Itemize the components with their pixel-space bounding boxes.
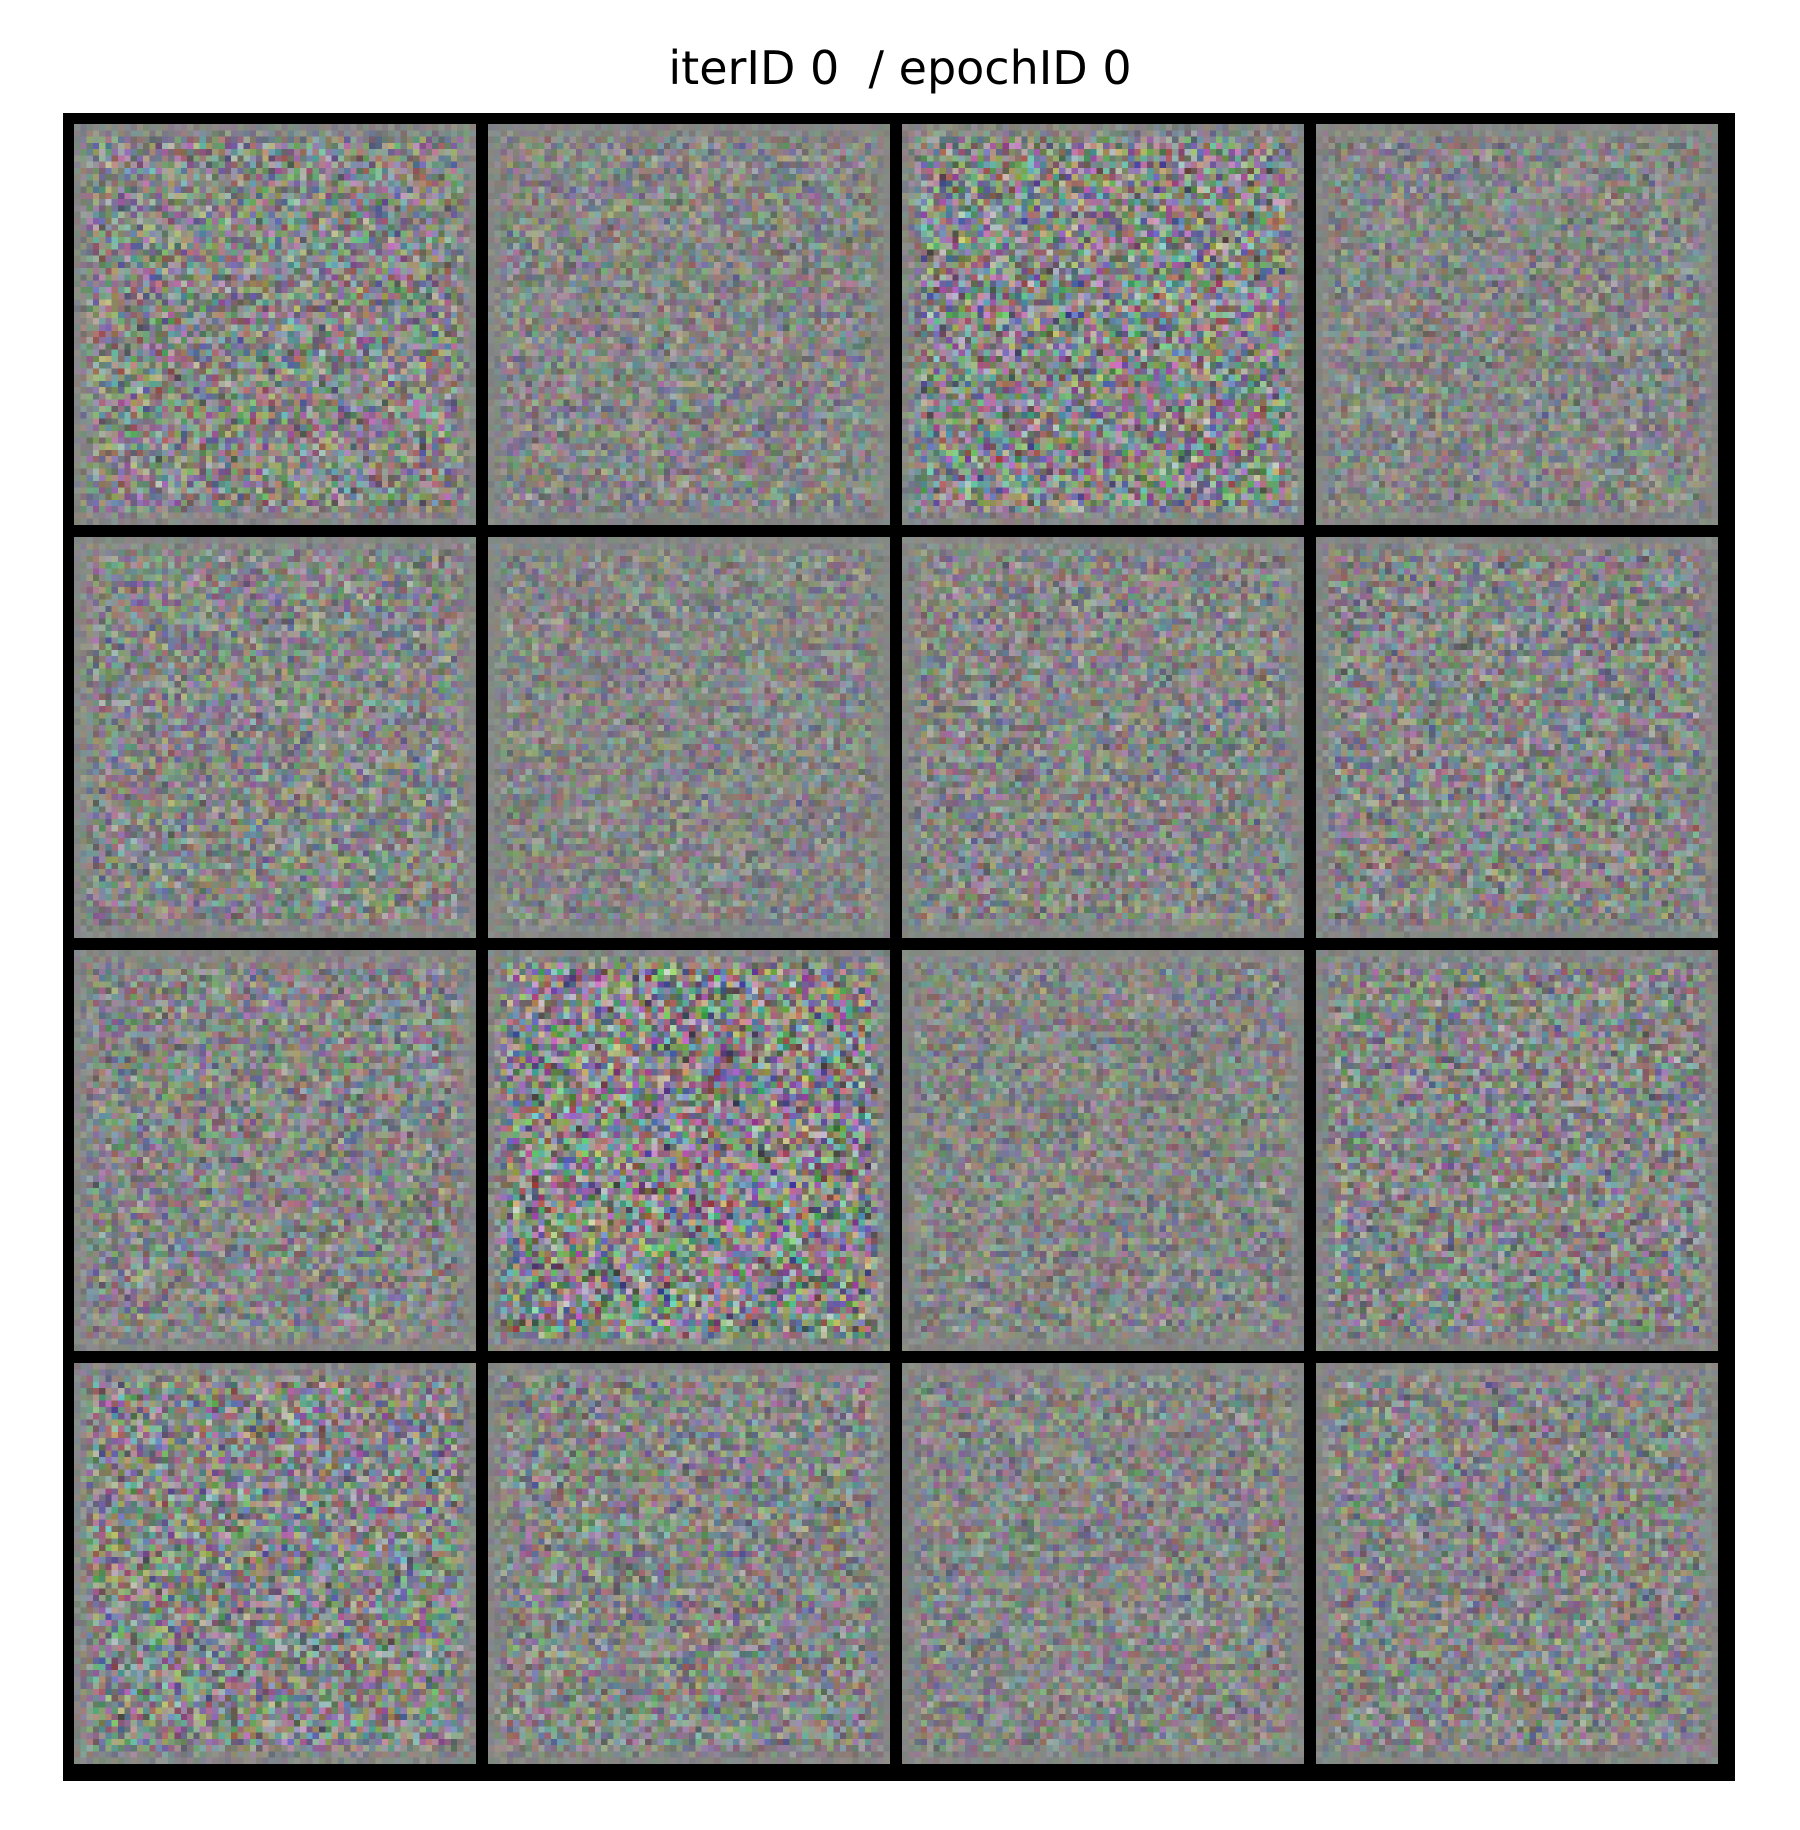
generated-sample-tile [74, 1363, 476, 1764]
generated-sample-tile [902, 1363, 1304, 1764]
generated-sample-tile [74, 950, 476, 1351]
generated-sample-tile [1316, 537, 1718, 938]
generated-sample-tile [1316, 1363, 1718, 1764]
image-grid [63, 113, 1735, 1781]
generated-sample-tile [74, 124, 476, 525]
generated-sample-tile [1316, 124, 1718, 525]
generated-sample-tile [488, 124, 890, 525]
generated-sample-tile [902, 950, 1304, 1351]
generated-sample-tile [488, 950, 890, 1351]
figure-title: iterID 0 / epochID 0 [668, 41, 1132, 95]
generated-sample-tile [74, 537, 476, 938]
generated-sample-tile [1316, 950, 1718, 1351]
generated-sample-tile [488, 537, 890, 938]
generated-sample-tile [488, 1363, 890, 1764]
generated-sample-tile [902, 124, 1304, 525]
generated-sample-tile [902, 537, 1304, 938]
